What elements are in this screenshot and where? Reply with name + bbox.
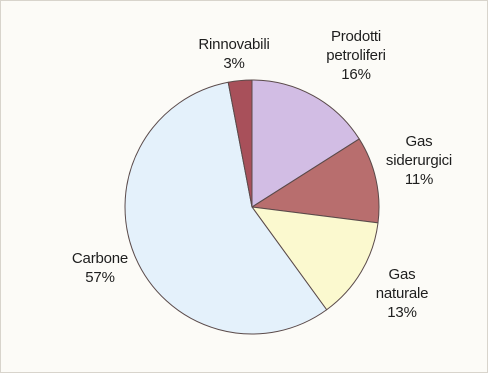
slice-label-line: Gas (388, 266, 416, 283)
pie-slice-gas-naturale (251, 206, 379, 311)
label-carbone: Carbone 57% (55, 249, 145, 287)
pie-slice-carbone (124, 81, 328, 335)
slice-label-line: Prodotti (330, 28, 382, 45)
slice-value-label: 16% (341, 66, 371, 83)
slice-value-label: 57% (85, 269, 115, 286)
label-prodotti-petroliferi: Prodotti petroliferi 16% (301, 27, 411, 84)
label-gas-naturale: Gas naturale 13% (357, 265, 447, 322)
slice-label-line: Rinnovabili (198, 36, 270, 53)
slice-value-label: 13% (387, 304, 417, 321)
label-rinnovabili: Rinnovabili 3% (179, 35, 289, 73)
slice-label-line: Carbone (71, 250, 129, 267)
pie-slice-gas-siderurgici (251, 138, 380, 224)
pie-slice-prodotti-petroliferi (251, 79, 360, 208)
pie-slice-rinnovabili (227, 79, 253, 208)
slice-label-line: naturale (375, 285, 429, 302)
slice-label-line: Gas (405, 133, 433, 150)
slice-value-label: 3% (223, 55, 245, 72)
slice-value-label: 11% (404, 171, 434, 188)
slice-label-line: siderurgici (385, 152, 453, 169)
label-gas-siderurgici: Gas siderurgici 11% (369, 132, 469, 189)
slice-label-line: petroliferi (326, 47, 386, 64)
